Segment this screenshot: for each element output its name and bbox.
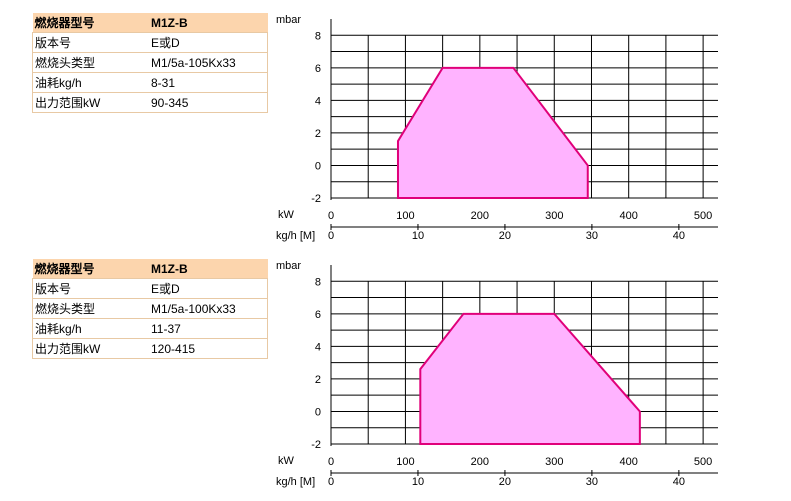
table-row: 燃烧头类型 M1/5a-105Kx33	[32, 52, 268, 73]
secondary-x-tick-label: 40	[673, 476, 685, 488]
x-tick-label: 0	[328, 456, 334, 468]
x-tick-label: 300	[545, 456, 563, 468]
secondary-x-axis-label: kg/h [M]	[276, 230, 315, 242]
secondary-x-tick-label: 30	[586, 476, 598, 488]
x-tick-label: 300	[545, 210, 563, 222]
spec-label: 油耗kg/h	[32, 72, 149, 93]
table-row: 燃烧器型号 M1Z-B	[32, 259, 268, 279]
spec-table: 燃烧器型号 M1Z-B 版本号 E或D 燃烧头类型 M1/5a-105Kx33 …	[32, 13, 268, 113]
x-tick-label: 200	[471, 456, 489, 468]
x-axis-label: kW	[278, 455, 295, 467]
spec-label: 版本号	[32, 32, 149, 53]
spec-label: 燃烧头类型	[32, 298, 149, 319]
table-row: 油耗kg/h 8-31	[32, 72, 268, 93]
y-tick-label: 4	[315, 341, 321, 353]
table-row: 版本号 E或D	[32, 32, 268, 53]
x-tick-label: 500	[694, 456, 712, 468]
table-row: 版本号 E或D	[32, 278, 268, 299]
y-tick-label: 8	[315, 30, 321, 42]
table-row: 出力范围kW 120-415	[32, 338, 268, 359]
table-row: 燃烧器型号 M1Z-B	[32, 13, 268, 33]
y-tick-label: 4	[315, 95, 321, 107]
secondary-x-tick-label: 0	[328, 230, 334, 242]
y-tick-label: 6	[315, 63, 321, 75]
x-axis-label: kW	[278, 209, 295, 221]
spec-value: M1Z-B	[149, 13, 268, 33]
x-tick-label: 400	[620, 210, 638, 222]
secondary-x-tick-label: 20	[499, 230, 511, 242]
spec-table: 燃烧器型号 M1Z-B 版本号 E或D 燃烧头类型 M1/5a-100Kx33 …	[32, 259, 268, 359]
plot-area: -2 0 2 4 6 8 0 100 200 300 400 500 0 10 20 30 40 mbar kW kg…	[276, 260, 718, 488]
secondary-x-tick-label: 10	[412, 476, 424, 488]
y-tick-label: -2	[311, 439, 321, 451]
y-tick-label: 8	[315, 276, 321, 288]
chart-panel-2: 燃烧器型号 M1Z-B 版本号 E或D 燃烧头类型 M1/5a-100Kx33 …	[0, 246, 791, 491]
working-range-area	[419, 312, 641, 445]
spec-label: 出力范围kW	[32, 92, 149, 113]
y-tick-label: 2	[315, 374, 321, 386]
spec-label: 燃烧器型号	[32, 259, 149, 279]
y-tick-label: 0	[315, 406, 321, 418]
working-range-chart: -2 0 2 4 6 8 0 100 200 300 400 500 0 10 20 30 40 mbar kW kg…	[276, 14, 718, 242]
table-row: 油耗kg/h 11-37	[32, 318, 268, 339]
x-tick-label: 200	[471, 210, 489, 222]
y-axis-label: mbar	[276, 260, 301, 272]
spec-value: 11-37	[149, 318, 268, 339]
chart-panel-1: 燃烧器型号 M1Z-B 版本号 E或D 燃烧头类型 M1/5a-105Kx33 …	[0, 0, 791, 245]
y-axis-label: mbar	[276, 14, 301, 26]
spec-value: 90-345	[149, 92, 268, 113]
spec-value: 120-415	[149, 338, 268, 359]
secondary-x-tick-label: 10	[412, 230, 424, 242]
spec-value: M1Z-B	[149, 259, 268, 279]
y-tick-label: 6	[315, 309, 321, 321]
secondary-x-tick-label: 20	[499, 476, 511, 488]
spec-value: M1/5a-100Kx33	[149, 298, 268, 319]
x-tick-label: 100	[396, 456, 414, 468]
x-tick-label: 500	[694, 210, 712, 222]
y-tick-label: 2	[315, 128, 321, 140]
spec-value: M1/5a-105Kx33	[149, 52, 268, 73]
spec-label: 出力范围kW	[32, 338, 149, 359]
secondary-x-tick-label: 30	[586, 230, 598, 242]
y-tick-label: -2	[311, 193, 321, 205]
x-tick-label: 0	[328, 210, 334, 222]
y-tick-label: 0	[315, 160, 321, 172]
spec-label: 燃烧器型号	[32, 13, 149, 33]
x-tick-label: 400	[620, 456, 638, 468]
secondary-x-axis-label: kg/h [M]	[276, 476, 315, 488]
working-range-area	[396, 66, 589, 199]
working-range-chart: -2 0 2 4 6 8 0 100 200 300 400 500 0 10 20 30 40 mbar kW kg…	[276, 260, 718, 488]
secondary-x-tick-label: 40	[673, 230, 685, 242]
spec-label: 版本号	[32, 278, 149, 299]
table-row: 燃烧头类型 M1/5a-100Kx33	[32, 298, 268, 319]
spec-value: E或D	[149, 32, 268, 53]
spec-label: 油耗kg/h	[32, 318, 149, 339]
plot-area: -2 0 2 4 6 8 0 100 200 300 400 500 0 10 20 30 40 mbar kW kg…	[276, 14, 718, 242]
spec-value: 8-31	[149, 72, 268, 93]
table-row: 出力范围kW 90-345	[32, 92, 268, 113]
x-tick-label: 100	[396, 210, 414, 222]
secondary-x-tick-label: 0	[328, 476, 334, 488]
spec-value: E或D	[149, 278, 268, 299]
spec-label: 燃烧头类型	[32, 52, 149, 73]
